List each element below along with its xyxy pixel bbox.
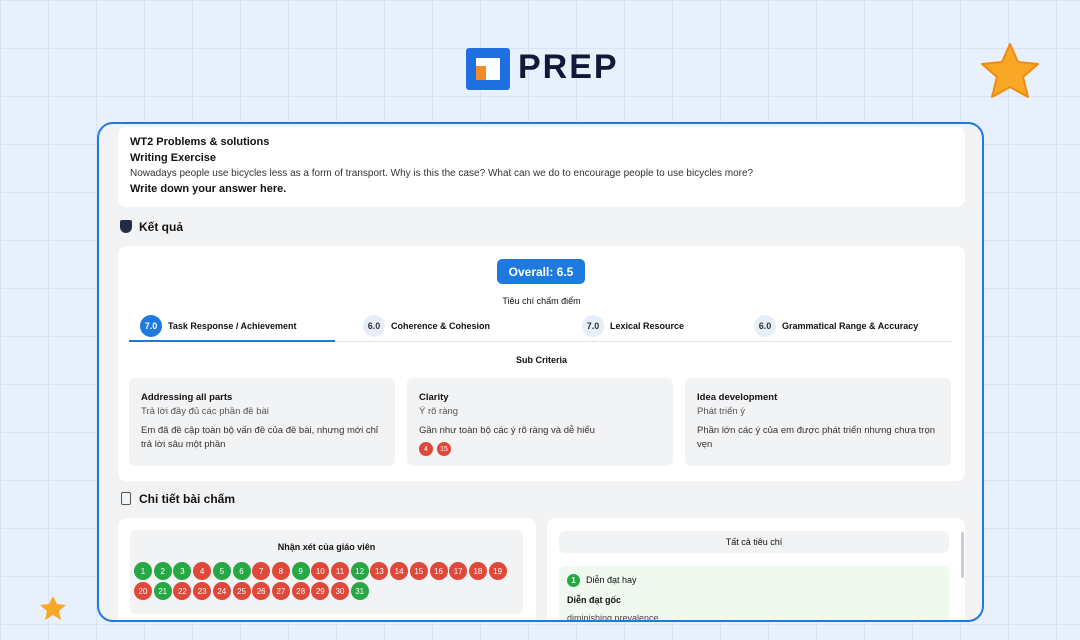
prompt-subtitle: Writing Exercise [130, 152, 216, 164]
sub-criteria-card: Idea development Phát triển ý Phần lớn các… [685, 378, 951, 466]
comment-dot[interactable]: 14 [390, 562, 409, 580]
details-heading: Chi tiết bài chấm [139, 492, 236, 506]
item-label: Diễn đạt hay [586, 575, 637, 585]
result-icon [120, 220, 132, 233]
prompt-box: WT2 Problems & solutions Writing Exercis… [118, 127, 965, 207]
tab-underline [129, 340, 335, 342]
sub-criteria-card: Clarity Ý rõ ràng Gần như toàn bộ các ý rõ… [407, 378, 673, 466]
criteria-name[interactable]: Coherence & Cohesion [391, 321, 491, 331]
comment-dot[interactable]: 5 [212, 562, 231, 580]
results-heading: Kết quả [139, 220, 184, 234]
comment-dot[interactable]: 22 [173, 582, 192, 600]
criteria-score[interactable]: 6.0 [363, 315, 385, 337]
comment-dot[interactable]: 6 [232, 562, 251, 580]
star [40, 596, 66, 620]
result-card: WT2 Problems & solutions Writing Exercis… [97, 122, 984, 622]
details-icon [121, 492, 131, 505]
comment-dot[interactable]: 29 [311, 582, 330, 600]
comment-dot[interactable]: 16 [429, 562, 448, 580]
sub-subtitle: Ý rõ ràng [419, 406, 459, 417]
comment-dot[interactable]: 1 [134, 562, 152, 580]
tab-divider [129, 341, 953, 342]
criteria-list-box: Tất cả tiêu chí 1 Diễn đạt hay Diễn đạt … [547, 518, 965, 622]
criteria-heading: Tiêu chí chấm điểm [502, 296, 581, 306]
logo-text: PREP [518, 48, 619, 86]
comment-dot[interactable]: 3 [173, 562, 192, 580]
comment-dot[interactable]: 12 [350, 562, 369, 580]
scrollbar [961, 532, 964, 578]
sub-title: Idea development [697, 392, 778, 403]
criteria-item[interactable]: 1 Diễn đạt hay Diễn đạt gốc diminishing … [559, 566, 949, 622]
comment-dot[interactable]: 9 [291, 562, 310, 580]
sub-description: Phần lớn các ý của em được phát triển nh… [697, 425, 936, 450]
comment-dot[interactable]: 25 [232, 582, 251, 600]
criteria-score[interactable]: 7.0 [140, 315, 162, 337]
comment-dot[interactable]: 7 [252, 562, 271, 580]
item-original-text: diminishing prevalence [567, 613, 659, 622]
comment-dot[interactable]: 30 [331, 582, 349, 600]
sub-criteria-card: Addressing all parts Trả lời đầy đủ các p… [129, 378, 395, 466]
sub-subtitle: Phát triển ý [697, 406, 746, 417]
comment-dot[interactable]: 17 [449, 562, 468, 580]
comment-dot[interactable]: 21 [153, 582, 172, 600]
sub-title: Clarity [419, 392, 449, 403]
comment-dot[interactable]: 13 [370, 562, 389, 580]
item-original-heading: Diễn đạt gốc [567, 595, 622, 605]
comment-dot[interactable]: 20 [134, 582, 152, 600]
sub-badge[interactable]: 4 [419, 442, 433, 456]
overall-score[interactable]: Overall: 6.5 [497, 259, 585, 284]
comment-dot[interactable]: 23 [193, 582, 212, 600]
item-number: 1 [567, 574, 580, 587]
comment-dot[interactable]: 2 [153, 562, 172, 580]
comment-dot[interactable]: 24 [212, 582, 231, 600]
comment-dot[interactable]: 11 [331, 562, 349, 580]
comment-dot[interactable]: 10 [311, 562, 330, 580]
prompt-question: Nowadays people use bicycles less as a f… [130, 168, 754, 179]
comment-dot[interactable]: 26 [252, 582, 271, 600]
criteria-name[interactable]: Lexical Resource [610, 321, 685, 331]
teacher-box: Nhận xét của giáo viên 1 2 3 4 5 6 7 8 9 10 11 12 13… [118, 518, 536, 620]
sub-description: Em đã đề cập toàn bộ vấn đề của đề bài, … [141, 425, 379, 450]
comment-dot[interactable]: 19 [488, 562, 507, 580]
comment-dot[interactable]: 8 [271, 562, 290, 580]
criteria-name[interactable]: Grammatical Range & Accuracy [782, 321, 919, 331]
logo-mark [476, 66, 486, 80]
comment-dot[interactable]: 15 [409, 562, 428, 580]
comment-dot[interactable]: 28 [291, 582, 310, 600]
teacher-heading: Nhận xét của giáo viên [277, 542, 376, 552]
prompt-title: WT2 Problems & solutions [130, 136, 270, 148]
all-criteria-tab[interactable]: Tất cả tiêu chí [559, 531, 949, 553]
comment-dot[interactable]: 27 [271, 582, 290, 600]
results-box: Overall: 6.5 Tiêu chí chấm điểm Sub Crit… [118, 246, 965, 481]
sub-description: Gần như toàn bộ các ý rõ ràng và dễ hiểu [419, 425, 595, 436]
criteria-score[interactable]: 6.0 [754, 315, 776, 337]
comment-dot[interactable]: 4 [193, 562, 212, 580]
sub-subtitle: Trả lời đầy đủ các phần đề bài [141, 406, 269, 417]
criteria-name[interactable]: Task Response / Achievement [168, 321, 297, 331]
star [981, 43, 1039, 98]
teacher-panel: Nhận xét của giáo viên 1 2 3 4 5 6 7 8 9 10 11 12 13… [130, 530, 523, 614]
sub-badge[interactable]: 15 [437, 442, 451, 456]
prompt-instruction: Write down your answer here. [130, 183, 287, 195]
criteria-score[interactable]: 7.0 [582, 315, 604, 337]
comment-dot[interactable]: 18 [468, 562, 487, 580]
sub-heading: Sub Criteria [515, 355, 567, 365]
comment-dot[interactable]: 31 [350, 582, 369, 600]
sub-title: Addressing all parts [141, 392, 233, 403]
